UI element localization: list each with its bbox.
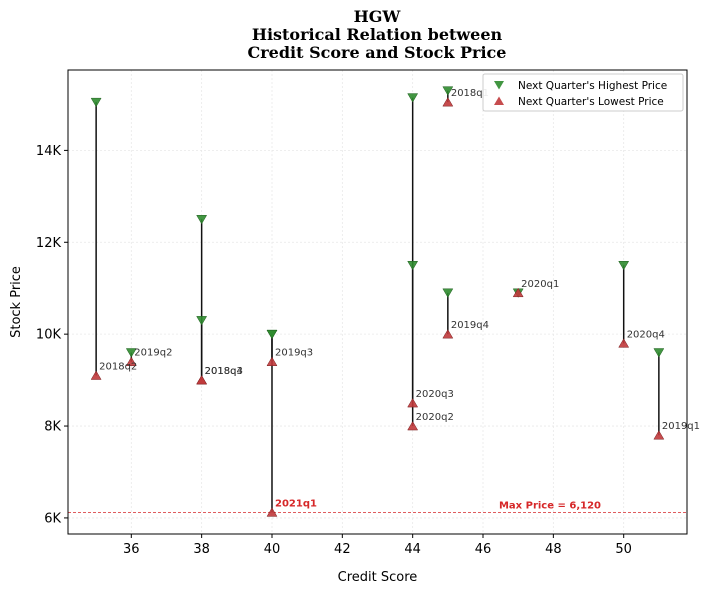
point-label: 2019q1: [662, 421, 700, 432]
x-tick-label: 38: [193, 542, 210, 557]
low-price-marker: [442, 329, 454, 339]
markers: [90, 86, 665, 517]
low-price-marker: [125, 356, 137, 366]
y-tick-label: 6K: [44, 511, 61, 526]
low-price-marker: [618, 338, 630, 348]
y-tick-label: 14K: [36, 144, 62, 159]
low-price-marker: [442, 97, 454, 107]
x-axis-label: Credit Score: [338, 570, 418, 585]
high-price-marker: [407, 93, 419, 103]
high-price-marker: [407, 260, 419, 271]
legend: Next Quarter's Highest Price Next Quarter…: [482, 73, 684, 112]
chart-title-line: Credit Score and Stock Price: [248, 43, 507, 62]
high-price-marker: [442, 86, 454, 96]
range-lines: [95, 90, 660, 513]
legend-high-marker: [494, 81, 504, 90]
x-tick-label: 48: [545, 542, 562, 557]
y-tick-label: 10K: [36, 328, 62, 343]
y-axis-ticks: 6K 8K 10K 12K 14K: [36, 144, 68, 526]
low-price-marker: [196, 375, 208, 385]
high-price-marker: [196, 316, 208, 326]
point-label: 2018q3: [205, 366, 243, 377]
point-label: 2018q4: [205, 366, 243, 377]
x-tick-label: 42: [334, 542, 351, 557]
reference-line-group: Max Price = 6,120: [68, 500, 687, 513]
x-tick-label: 44: [404, 542, 421, 557]
x-tick-label: 36: [123, 542, 140, 557]
point-label: 2020q2: [416, 412, 454, 423]
point-label: 2019q3: [275, 348, 313, 359]
low-price-marker: [407, 421, 419, 431]
legend-label: Next Quarter's Lowest Price: [518, 96, 664, 108]
low-price-marker: [512, 287, 524, 298]
point-label: 2019q4: [451, 320, 489, 331]
high-price-marker: [125, 348, 137, 358]
plot-frame: [67, 69, 688, 535]
point-label: 2020q3: [416, 389, 454, 400]
chart-title-line: HGW: [354, 7, 402, 26]
x-tick-label: 40: [264, 542, 281, 557]
x-axis-ticks: 36 38 40 42 44 46 48 50: [123, 534, 632, 557]
high-price-marker: [196, 215, 208, 225]
legend-box: [482, 73, 684, 112]
point-label: 2019q2: [134, 348, 172, 359]
x-tick-label: 46: [475, 542, 492, 557]
high-price-marker: [653, 348, 665, 358]
point-label: 2020q4: [627, 329, 665, 340]
chart-title-line: Historical Relation between: [252, 25, 503, 44]
low-price-marker: [266, 356, 278, 366]
x-tick-label: 50: [615, 542, 632, 557]
low-price-marker: [266, 507, 278, 517]
y-tick-label: 8K: [44, 420, 61, 435]
y-tick-label: 12K: [36, 236, 62, 251]
reference-line-label: Max Price = 6,120: [499, 500, 601, 511]
high-price-marker: [90, 97, 102, 108]
legend-label: Next Quarter's Highest Price: [518, 80, 667, 92]
high-price-marker: [266, 329, 278, 340]
point-label: 2018q2: [99, 362, 137, 373]
grid: [68, 70, 687, 534]
point-label: 2021q1: [275, 498, 317, 509]
point-label: 2020q1: [521, 279, 559, 290]
y-axis-label: Stock Price: [9, 266, 24, 338]
high-price-marker: [442, 288, 454, 298]
low-price-marker: [90, 370, 102, 380]
point-label: 2018q1: [451, 88, 489, 99]
legend-low-marker: [494, 96, 504, 105]
high-price-marker: [618, 260, 630, 271]
low-price-marker: [653, 430, 665, 440]
low-price-marker: [407, 398, 419, 408]
